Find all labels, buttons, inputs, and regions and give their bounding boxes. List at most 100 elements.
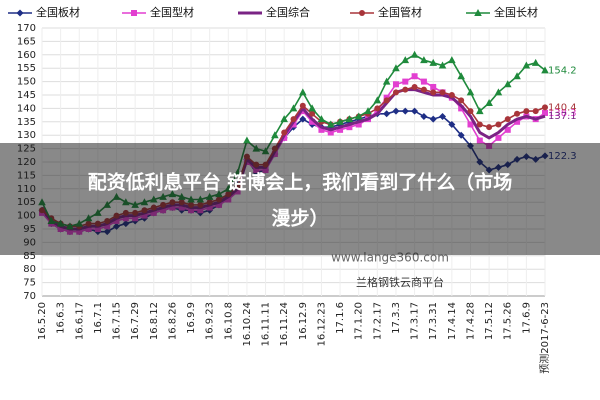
point — [354, 112, 363, 120]
point — [337, 126, 344, 133]
x-tick-label: 16.7.1 — [93, 302, 104, 334]
point — [475, 107, 484, 115]
point — [289, 104, 298, 112]
point — [494, 88, 503, 96]
point — [401, 56, 410, 64]
point — [439, 112, 447, 120]
point — [392, 81, 399, 88]
point — [383, 97, 390, 104]
point — [411, 107, 419, 115]
point — [16, 9, 24, 17]
x-tick-label: 16.10.24 — [242, 302, 253, 347]
point — [448, 92, 455, 98]
point — [420, 78, 427, 85]
y-tick-label: 155 — [17, 63, 36, 74]
legend-label: 全国综合 — [266, 5, 310, 19]
point — [486, 124, 493, 131]
point — [411, 83, 418, 90]
watermark: 兰格钢铁云商平台 — [356, 275, 444, 289]
point — [430, 89, 437, 96]
legend-label: 全国型材 — [150, 5, 194, 19]
x-tick-label: 17.3.31 — [428, 302, 439, 340]
point — [318, 126, 325, 133]
point — [467, 108, 474, 115]
x-tick-label: 16.12.23 — [316, 302, 327, 347]
x-tick-label: 16.8.26 — [167, 302, 178, 340]
x-tick-label: 17.1.6 — [335, 302, 346, 334]
end-label: 154.2 — [548, 65, 577, 76]
y-tick-label: 130 — [17, 130, 36, 141]
point — [309, 110, 316, 117]
overlay-text: 漫步） — [271, 207, 328, 230]
y-tick-label: 165 — [17, 36, 36, 47]
x-tick-label: 16.9.23 — [205, 302, 216, 340]
point — [359, 10, 365, 16]
point — [364, 107, 372, 115]
point — [542, 104, 548, 111]
point — [541, 66, 549, 74]
point — [280, 115, 288, 123]
legend-label: 全国长材 — [494, 5, 538, 19]
point — [513, 72, 521, 80]
point — [448, 120, 456, 128]
point — [401, 107, 409, 115]
x-tick-label: 17.2.17 — [372, 302, 383, 340]
point — [299, 115, 307, 123]
point — [503, 80, 512, 88]
x-tick-label: 16.6.3 — [56, 302, 67, 334]
x-tick-label: 17.3.3 — [391, 302, 402, 334]
point — [317, 115, 326, 123]
point — [474, 9, 482, 16]
point — [467, 121, 474, 128]
point — [504, 116, 511, 123]
y-tick-label: 160 — [17, 50, 36, 61]
point — [429, 115, 437, 123]
point — [476, 137, 483, 144]
end-label: 140.4 — [548, 102, 577, 113]
point — [290, 116, 297, 123]
x-tick-label: 16.6.17 — [74, 302, 85, 340]
point — [374, 105, 381, 112]
point — [326, 120, 335, 128]
point — [281, 129, 288, 136]
y-tick-label: 70 — [23, 291, 36, 302]
x-tick-label: 16.7.15 — [112, 302, 123, 340]
x-tick-label: 16.8.12 — [149, 302, 160, 340]
y-tick-label: 150 — [17, 77, 36, 88]
point — [495, 134, 502, 141]
x-tick-label: 17.1.20 — [354, 302, 365, 340]
x-tick-label: 16.11.11 — [261, 302, 272, 347]
point — [299, 108, 306, 115]
x-tick-label: 16.9.9 — [186, 302, 197, 334]
y-tick-label: 140 — [17, 103, 36, 114]
point — [439, 89, 446, 96]
point — [458, 105, 465, 112]
point — [514, 110, 521, 117]
y-tick-label: 135 — [17, 117, 36, 128]
point — [476, 121, 483, 128]
point — [420, 86, 427, 93]
point — [345, 115, 354, 123]
point — [523, 108, 530, 115]
legend-label: 全国管材 — [378, 5, 422, 19]
x-tick-label: 17.4.14 — [447, 302, 458, 340]
point — [514, 118, 521, 125]
point — [392, 64, 400, 72]
point — [271, 131, 279, 139]
point — [485, 99, 493, 107]
y-tick-label: 80 — [23, 264, 36, 275]
point — [411, 73, 418, 80]
x-tick-label: 17.3.17 — [410, 302, 421, 340]
point — [392, 107, 400, 115]
point — [420, 112, 428, 120]
point — [429, 58, 438, 66]
y-tick-label: 75 — [23, 278, 36, 289]
point — [290, 121, 297, 128]
point — [392, 89, 399, 96]
x-tick-label: 16.11.24 — [279, 302, 290, 347]
point — [522, 61, 531, 69]
point — [448, 56, 456, 64]
point — [299, 102, 306, 109]
point — [346, 124, 353, 131]
x-tick-label: 16.7.29 — [130, 302, 141, 340]
